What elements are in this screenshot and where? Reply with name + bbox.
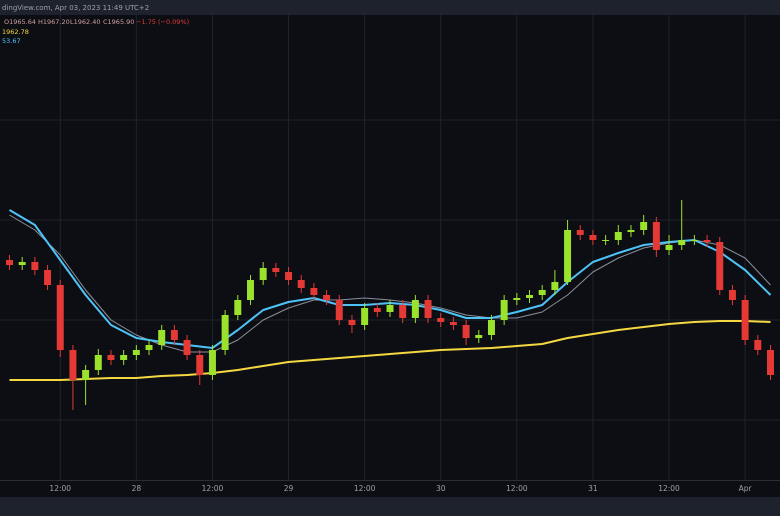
candle-body — [614, 232, 622, 240]
candle-body — [145, 345, 153, 350]
candle-body — [716, 242, 724, 290]
candle-body — [107, 355, 115, 360]
indicator-value: 53.67 — [2, 37, 21, 45]
candle-body — [158, 330, 166, 345]
x-tick-label: 12:00 — [202, 484, 224, 493]
candle-body — [6, 260, 13, 265]
candle-body — [82, 370, 90, 380]
candle-body — [170, 330, 178, 340]
x-tick-label: 12:00 — [658, 484, 680, 493]
candle-body — [767, 350, 774, 375]
candle-body — [132, 350, 140, 355]
candle-body — [437, 318, 445, 322]
candle-body — [196, 355, 204, 375]
candle-body — [754, 340, 762, 350]
candle-body — [335, 300, 343, 320]
candle-body — [741, 300, 749, 340]
candle-body — [462, 325, 470, 338]
indicator-value: 1962.78 — [2, 28, 29, 36]
candle-body — [576, 230, 584, 235]
candles — [6, 200, 774, 410]
ohlc-value: −1.75 (−0.09%) — [136, 18, 189, 26]
candle-body — [234, 300, 242, 315]
candle-body — [221, 315, 229, 350]
indicator-line — [9, 320, 771, 381]
candle-body — [411, 300, 419, 318]
candle-body — [665, 245, 673, 250]
x-axis-bar — [0, 480, 780, 497]
candle-body — [285, 272, 293, 280]
candle-body — [259, 268, 267, 280]
candle-body — [323, 295, 331, 300]
x-tick-label: 31 — [588, 484, 598, 493]
candle-body — [703, 240, 711, 242]
candle-body — [399, 305, 407, 318]
x-tick-label: 12:00 — [49, 484, 71, 493]
candle-body — [69, 350, 77, 380]
candle-body — [18, 262, 26, 265]
source-text: dingView.com, Apr 03, 2023 11:49 UTC+2 — [2, 4, 149, 12]
candle-body — [678, 240, 686, 245]
candle-body — [602, 240, 610, 241]
candle-body — [361, 308, 369, 325]
candle-body — [513, 298, 521, 300]
candle-body — [56, 285, 64, 350]
top-bar — [0, 0, 780, 15]
candle-body — [94, 355, 102, 370]
x-tick-label: 29 — [284, 484, 294, 493]
ohlc-value: O1965.64 — [4, 18, 36, 26]
candle-body — [120, 355, 128, 360]
candle-body — [627, 230, 635, 232]
candle-body — [424, 300, 432, 318]
candle-body — [348, 320, 356, 325]
x-tick-label: 12:00 — [354, 484, 376, 493]
candle-body — [44, 270, 52, 285]
candle-body — [640, 222, 648, 230]
x-tick-label: Apr — [739, 484, 753, 493]
candle-body — [526, 295, 533, 298]
candle-body — [373, 308, 381, 312]
bottom-bar — [0, 497, 780, 516]
candle-body — [183, 340, 191, 355]
candle-body — [449, 322, 457, 325]
candle-body — [247, 280, 254, 300]
candle-body — [589, 235, 597, 240]
candle-body — [500, 300, 508, 320]
x-tick-label: 28 — [132, 484, 142, 493]
candle-body — [538, 290, 546, 295]
candle-body — [208, 350, 216, 375]
candle-body — [564, 230, 572, 282]
candle-body — [386, 305, 394, 312]
candle-body — [551, 282, 559, 290]
candle-body — [728, 290, 736, 300]
candle-body — [297, 280, 305, 288]
candle-body — [31, 262, 39, 270]
ohlc-value: L1962.40 — [70, 18, 101, 26]
x-tick-label: 30 — [436, 484, 446, 493]
candle-body — [487, 320, 495, 335]
candle-body — [652, 222, 660, 250]
x-tick-label: 12:00 — [506, 484, 528, 493]
candle-body — [690, 240, 698, 241]
ohlc-value: H1967.20 — [38, 18, 70, 26]
candle-body — [310, 288, 318, 295]
candle-body — [475, 335, 483, 338]
ohlc-value: C1965.90 — [103, 18, 134, 26]
x-axis: 12:00 28 12:00 29 12:00 30 12:00 31 12:00 Apr — [49, 484, 752, 493]
ohlc-legend: O1965.64 H1967.20 L1962.40 C1965.90 −1.75 (−… — [4, 18, 189, 26]
candle-body — [272, 268, 280, 272]
